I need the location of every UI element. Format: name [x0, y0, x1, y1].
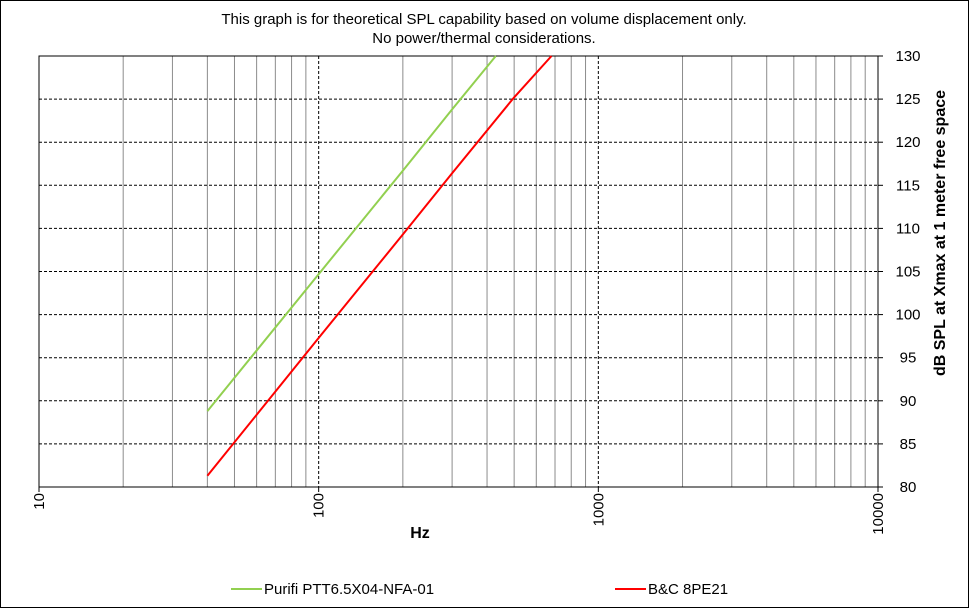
y-tick-label: 130 [895, 48, 920, 65]
y-tick-label: 110 [896, 220, 920, 237]
x-axis-title: Hz [410, 525, 430, 542]
x-tick-label: 10 [31, 493, 48, 510]
x-tick-label: 100 [311, 493, 328, 518]
y-tick-label: 80 [900, 479, 917, 496]
major-gridlines [39, 56, 878, 487]
series-line-1 [206, 55, 553, 477]
y-tick-label: 125 [895, 91, 920, 108]
x-tick-label: 10000 [870, 493, 887, 535]
y-tick-label: 95 [900, 350, 917, 367]
y-axis-title: dB SPL at Xmax at 1 meter free space [932, 90, 949, 376]
legend-label-purifi: Purifi PTT6.5X04-NFA-01 [264, 581, 434, 598]
x-axis-tick-labels: 10 100 1000 10000 [31, 487, 887, 535]
y-tick-label: 100 [895, 307, 920, 324]
series-line-0 [206, 55, 497, 412]
legend: Purifi PTT6.5X04-NFA-01 B&C 8PE21 [231, 581, 728, 598]
y-tick-label: 115 [896, 177, 920, 194]
legend-label-bc: B&C 8PE21 [648, 581, 728, 598]
y-axis-tick-labels: 80 85 90 95 100 105 110 115 120 125 130 [878, 48, 921, 496]
x-tick-label: 1000 [590, 493, 607, 526]
y-tick-label: 90 [900, 393, 917, 410]
y-tick-label: 105 [895, 264, 920, 281]
chart-title-line-1: This graph is for theoretical SPL capabi… [221, 11, 746, 28]
y-tick-label: 85 [900, 436, 917, 453]
series-lines [206, 55, 553, 477]
y-tick-label: 120 [895, 134, 920, 151]
chart-title-line-2: No power/thermal considerations. [372, 30, 595, 47]
